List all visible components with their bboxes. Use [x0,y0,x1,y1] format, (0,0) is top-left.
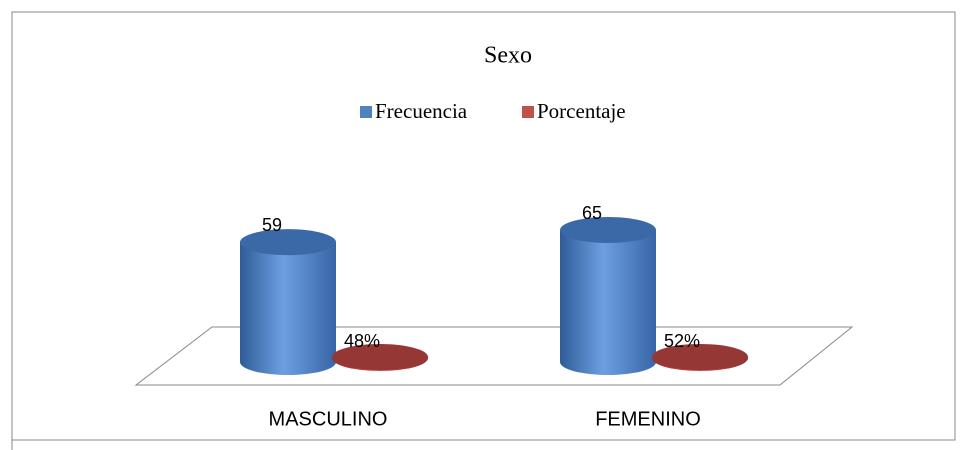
x-tick-label: MASCULINO [269,408,388,430]
cylinder [560,230,656,375]
cylinder-top [652,343,748,370]
data-label: 65 [582,203,602,223]
legend-swatch [360,106,372,118]
legend-swatch [522,106,534,118]
legend-label: Frecuencia [375,99,468,123]
data-label: 59 [262,215,282,235]
data-label: 52% [664,331,700,351]
chart-title: Sexo [484,43,532,69]
cylinder-top [240,229,336,256]
legend-label: Porcentaje [537,99,626,123]
cylinder-top [332,344,428,371]
x-tick-label: FEMENINO [595,408,701,430]
chart-border [11,11,956,450]
cylinder [240,242,336,375]
data-label: 48% [344,331,380,351]
cylinder-top [560,217,656,243]
